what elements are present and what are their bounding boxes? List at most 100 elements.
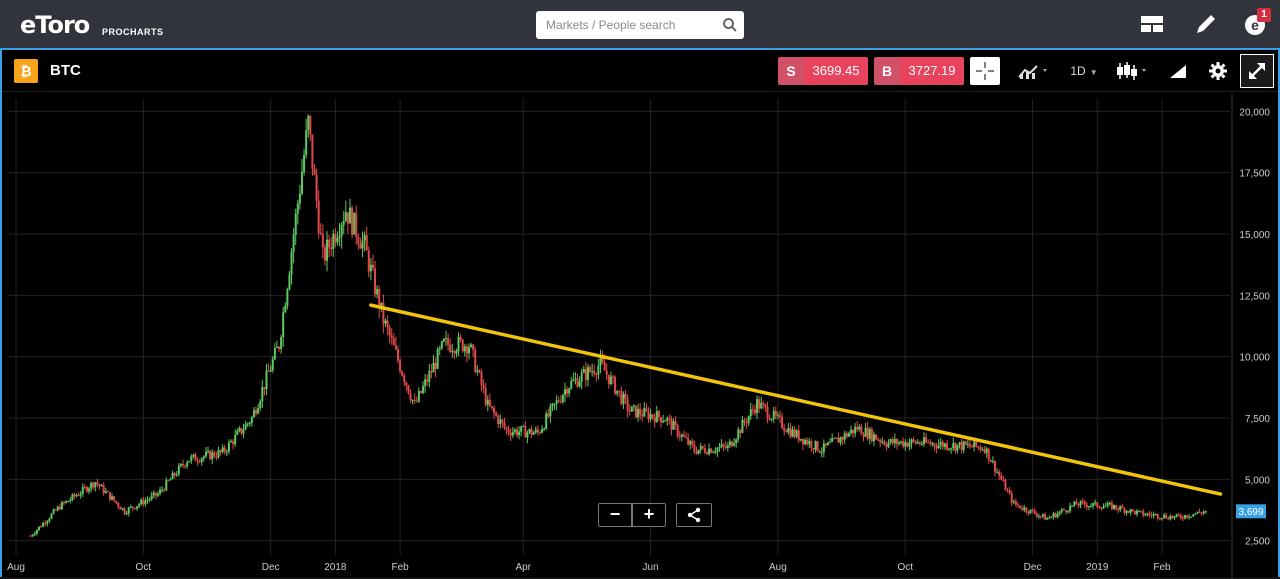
sell-button[interactable]: S 3699.45	[778, 57, 868, 85]
candle-body	[793, 429, 796, 437]
candle-body	[81, 486, 84, 494]
candle-body	[204, 451, 207, 457]
candle-body	[234, 434, 237, 445]
crosshair-icon	[976, 62, 994, 80]
zoom-in-button[interactable]: +	[632, 503, 666, 527]
candle-body	[230, 441, 233, 443]
candle-body	[367, 250, 370, 272]
candle-body	[1012, 501, 1015, 503]
candle-body	[1006, 490, 1009, 492]
chart-type-button[interactable]	[1014, 57, 1054, 85]
zoom-out-button[interactable]: −	[598, 503, 632, 527]
profile-icon[interactable]: e 1	[1241, 8, 1271, 38]
candle-body	[657, 411, 660, 418]
buy-button[interactable]: B 3727.19	[874, 57, 964, 85]
candle-body	[472, 344, 475, 350]
candle-body	[1033, 510, 1036, 514]
x-tick-label: Aug	[7, 562, 25, 573]
candle-body	[847, 433, 850, 437]
candle-body	[511, 431, 514, 436]
candle-body	[1165, 514, 1168, 519]
candle-body	[904, 442, 907, 447]
candle-body	[117, 502, 120, 507]
candle-body	[935, 446, 938, 449]
fullscreen-button[interactable]	[1240, 54, 1274, 88]
candle-body	[735, 439, 738, 444]
candle-body	[985, 448, 988, 453]
crosshair-button[interactable]	[970, 57, 1000, 85]
layout-icon[interactable]	[1138, 10, 1166, 38]
candle-body	[340, 225, 343, 236]
candle-body	[453, 351, 456, 354]
candle-body	[689, 440, 692, 445]
candle-body	[751, 409, 754, 411]
candle-body	[918, 442, 921, 444]
candle-body	[286, 289, 289, 306]
candle-body	[69, 499, 72, 501]
candle-body	[1098, 506, 1101, 508]
drawing-tools-button[interactable]	[1164, 57, 1192, 85]
candle-body	[852, 429, 855, 434]
candle-body	[1039, 515, 1042, 517]
candle-body	[1186, 515, 1189, 518]
trendline[interactable]	[369, 303, 1223, 496]
candle-body	[426, 379, 429, 382]
candle-body	[628, 410, 631, 412]
candle-body	[770, 419, 773, 421]
candle-body	[369, 264, 372, 272]
candle-body	[371, 264, 374, 269]
candle-body	[432, 362, 435, 373]
candle-body	[280, 337, 283, 349]
candle-body	[263, 387, 266, 390]
candle-body	[639, 408, 642, 415]
candle-body	[937, 444, 940, 449]
candle-body	[136, 506, 139, 509]
candle-body	[945, 443, 948, 450]
candle-body	[994, 460, 997, 472]
candle-body	[971, 446, 974, 448]
candle-body	[495, 412, 498, 416]
candle-body	[484, 388, 487, 405]
candle-body	[758, 399, 761, 409]
candle-body	[48, 518, 51, 522]
candle-body	[889, 439, 892, 443]
search-box[interactable]	[536, 11, 744, 39]
candle-body	[436, 349, 439, 369]
candle-body	[578, 381, 581, 387]
candle-body	[1190, 516, 1193, 518]
candle-body	[637, 408, 640, 418]
candle-body	[595, 374, 598, 376]
candle-body	[509, 432, 512, 436]
candle-body	[814, 441, 817, 450]
x-tick-label: Apr	[515, 562, 531, 573]
candle-body	[1025, 507, 1028, 512]
candle-body	[989, 460, 992, 463]
candle-body	[772, 410, 775, 420]
candle-body	[486, 399, 489, 405]
candle-body	[1071, 505, 1074, 507]
etoro-logo[interactable]: eToro	[20, 11, 90, 39]
candle-body	[1146, 513, 1149, 515]
candle-body	[678, 435, 681, 437]
chart-type-icon	[1018, 65, 1047, 79]
candle-body	[887, 442, 890, 447]
candle-body	[196, 460, 199, 462]
price-chart[interactable]: 20,000 17,500 15,000 12,500 10,000 7,500 5,000…	[2, 93, 1278, 579]
edit-icon[interactable]	[1192, 10, 1220, 38]
settings-button[interactable]	[1204, 57, 1232, 85]
share-button[interactable]	[676, 503, 712, 527]
search-icon[interactable]	[722, 17, 738, 33]
candle-body	[941, 442, 944, 447]
search-input[interactable]	[536, 11, 716, 39]
candle-body	[528, 429, 531, 433]
candles-icon	[1117, 62, 1146, 80]
candle-body	[601, 356, 604, 363]
candle-body	[357, 237, 360, 244]
candle-body	[121, 508, 124, 510]
candle-style-button[interactable]	[1112, 57, 1152, 85]
candle-body	[831, 438, 834, 442]
candle-body	[490, 406, 493, 408]
timeframe-selector[interactable]: 1D ▼	[1064, 57, 1104, 85]
candle-body	[313, 168, 316, 175]
candle-body	[351, 207, 354, 235]
